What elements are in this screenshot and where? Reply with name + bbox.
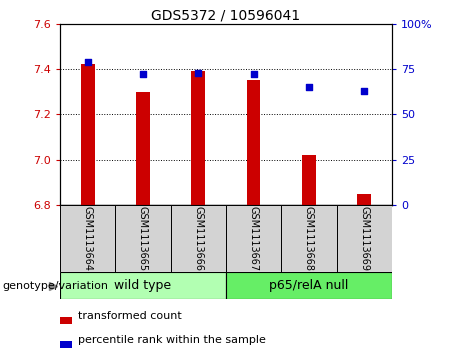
Bar — [136, 91, 150, 205]
Text: GSM1113667: GSM1113667 — [248, 206, 259, 271]
Text: GSM1113666: GSM1113666 — [193, 206, 203, 271]
Text: GSM1113668: GSM1113668 — [304, 206, 314, 271]
Point — [361, 88, 368, 94]
Bar — [337, 205, 392, 272]
Point — [139, 72, 147, 77]
Bar — [60, 341, 72, 348]
Bar — [357, 194, 371, 205]
Bar — [60, 272, 226, 299]
Bar — [191, 71, 205, 205]
Point — [305, 84, 313, 90]
Title: GDS5372 / 10596041: GDS5372 / 10596041 — [151, 8, 301, 23]
Point — [195, 70, 202, 76]
Bar — [60, 205, 115, 272]
Point — [84, 59, 91, 65]
Bar — [226, 272, 392, 299]
Bar — [171, 205, 226, 272]
Text: GSM1113665: GSM1113665 — [138, 206, 148, 271]
Bar — [247, 80, 260, 205]
Point — [250, 72, 257, 77]
Text: percentile rank within the sample: percentile rank within the sample — [78, 335, 266, 345]
Bar — [281, 205, 337, 272]
Text: GSM1113669: GSM1113669 — [359, 206, 369, 271]
Text: genotype/variation: genotype/variation — [2, 281, 108, 291]
Text: p65/relA null: p65/relA null — [269, 280, 349, 292]
Bar — [115, 205, 171, 272]
Text: wild type: wild type — [114, 280, 171, 292]
Bar — [60, 317, 72, 325]
Text: GSM1113664: GSM1113664 — [83, 206, 93, 271]
Bar — [81, 64, 95, 205]
Bar — [302, 155, 316, 205]
Text: transformed count: transformed count — [78, 311, 182, 321]
Bar — [226, 205, 281, 272]
